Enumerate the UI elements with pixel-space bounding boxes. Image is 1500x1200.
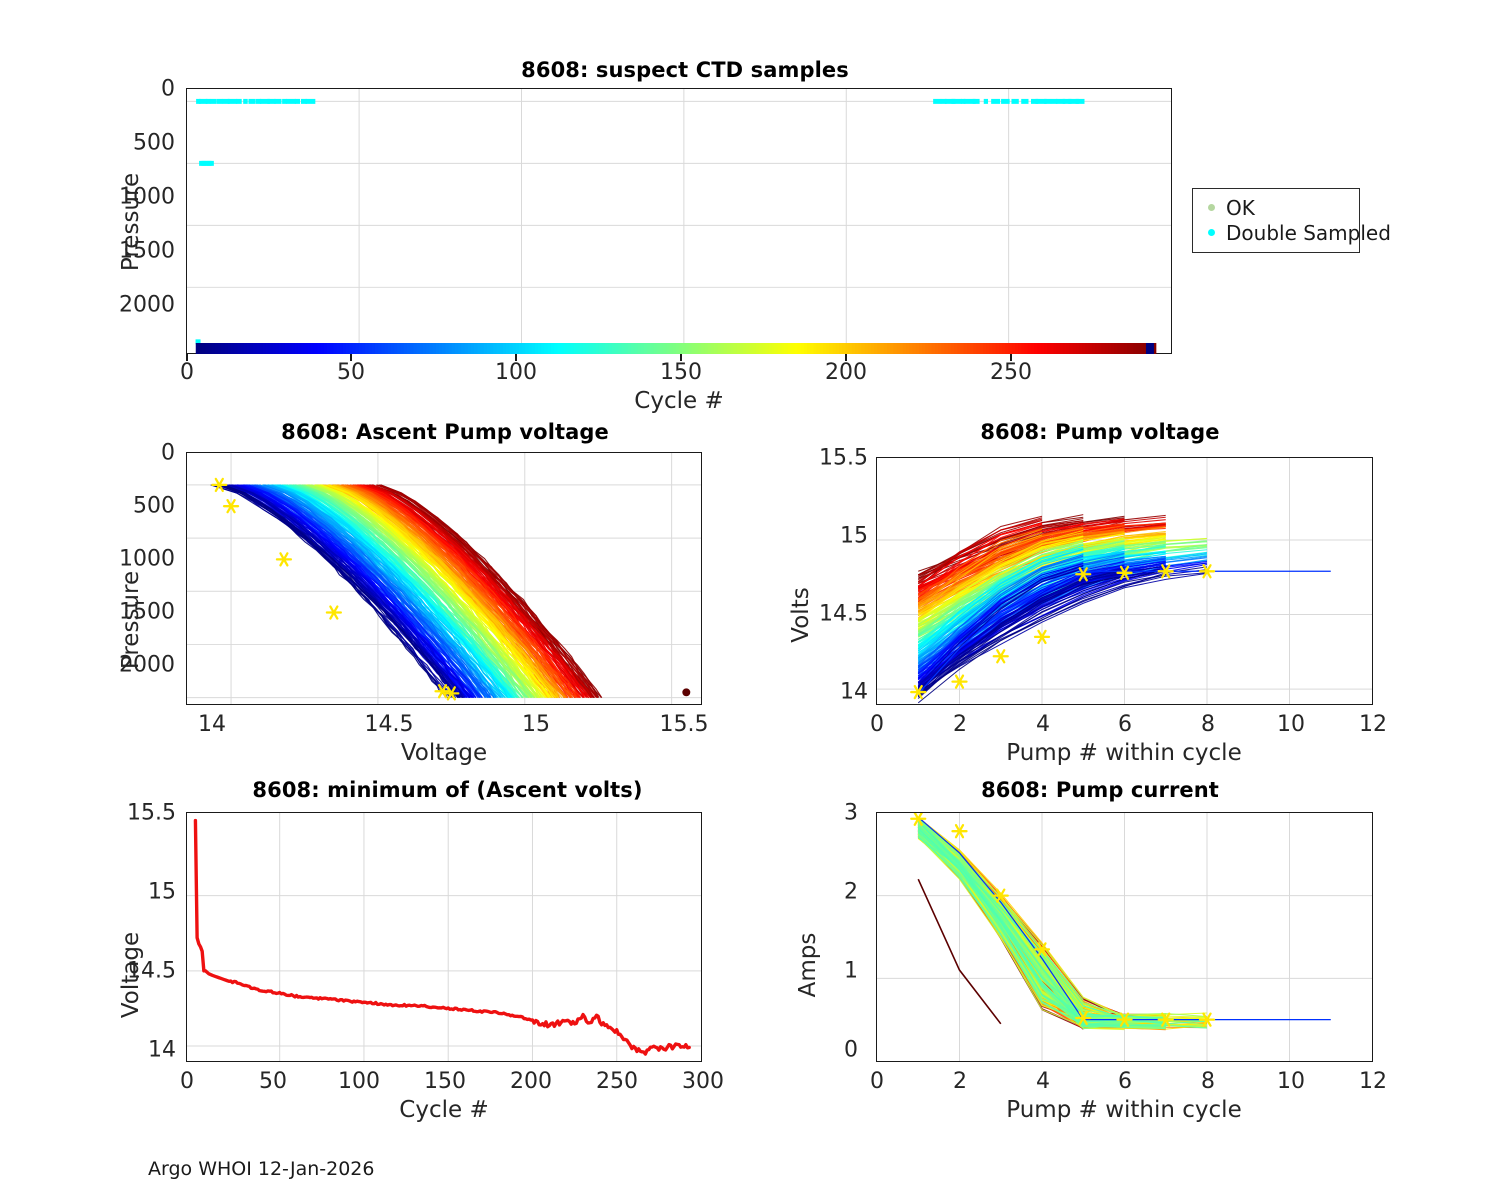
- suspect-xtick-0: 0: [180, 360, 194, 385]
- pumpv-xtick-10: 10: [1277, 712, 1305, 737]
- minv-ytick-15: 15: [148, 879, 176, 905]
- pump-voltage-profile-lines: [917, 514, 1331, 704]
- pump-current-x-axis-label: Pump # within cycle: [1006, 1097, 1242, 1123]
- minv-ytick-15p5: 15.5: [127, 800, 176, 826]
- pumpv-xtick-12: 12: [1359, 712, 1387, 737]
- pumpc-ytick-0: 0: [844, 1037, 858, 1063]
- pumpc-ytick-3: 3: [844, 800, 858, 826]
- pump-current-plot: [876, 812, 1373, 1062]
- ascent-xtick-15: 15: [522, 712, 550, 737]
- ascent-plot-canvas: [187, 453, 701, 704]
- pumpc-xtick-0: 0: [870, 1069, 884, 1094]
- min-volts-x-axis-label: Cycle #: [399, 1097, 489, 1123]
- pump-voltage-latest-cycle-markers: [910, 564, 1216, 700]
- figure-footer: Argo WHOI 12-Jan-2026: [148, 1158, 375, 1180]
- pump-current-latest-cycle-markers: [910, 813, 1216, 1027]
- ascent-latest-cycle-markers: [211, 477, 460, 701]
- minv-xtick-300: 300: [682, 1069, 724, 1094]
- pumpc-ytick-1: 1: [844, 958, 858, 984]
- minv-xtick-0: 0: [180, 1069, 194, 1094]
- suspect-ytick-0: 0: [161, 76, 175, 102]
- suspect-ytick-1000: 1000: [119, 184, 175, 210]
- ascent-xtick-14p5: 14.5: [364, 712, 414, 737]
- pumpc-xtick-4: 4: [1036, 1069, 1050, 1094]
- pump-current-title: 8608: Pump current: [981, 778, 1219, 802]
- suspect-xtick-mark-100: [515, 354, 517, 361]
- suspect-xtick-mark-150: [680, 354, 682, 361]
- ascent-xtick-15p5: 15.5: [659, 712, 709, 737]
- min-ascent-volts-plot: [186, 812, 702, 1062]
- ascent-ytick-1500: 1500: [119, 599, 175, 625]
- suspect-xtick-mark-250: [1010, 354, 1012, 361]
- ascent-x-axis-label: Voltage: [400, 740, 488, 766]
- pumpv-ytick-15: 15: [840, 523, 868, 549]
- legend-item-ok: OK: [1202, 195, 1347, 220]
- pump-voltage-title: 8608: Pump voltage: [980, 420, 1220, 444]
- pump-voltage-canvas: [877, 458, 1372, 704]
- suspect-xtick-mark-50: [350, 354, 352, 361]
- minv-xtick-200: 200: [510, 1069, 552, 1094]
- suspect-ytick-500: 500: [133, 130, 175, 156]
- pump-current-canvas: [877, 813, 1372, 1061]
- ascent-profile-lines: [210, 484, 691, 699]
- legend-swatch-double-sampled: [1208, 229, 1215, 236]
- pumpc-xtick-6: 6: [1118, 1069, 1132, 1094]
- suspect-xtick-150: 150: [660, 360, 702, 385]
- suspect-ytick-1500: 1500: [119, 238, 175, 264]
- pumpc-xtick-10: 10: [1277, 1069, 1305, 1094]
- suspect-xtick-mark-0: [186, 354, 188, 361]
- legend-swatch-ok: [1208, 204, 1215, 211]
- suspect-ytick-2000: 2000: [119, 292, 175, 318]
- pumpv-xtick-4: 4: [1036, 712, 1050, 737]
- min-volts-gridlines: [187, 813, 701, 1061]
- minv-xtick-50: 50: [259, 1069, 287, 1094]
- suspect-x-axis-label: Cycle #: [634, 388, 724, 414]
- ascent-ytick-500: 500: [133, 493, 175, 519]
- legend-item-double-sampled: Double Sampled: [1202, 220, 1391, 245]
- ascent-ytick-1000: 1000: [119, 546, 175, 572]
- ascent-pump-voltage-title: 8608: Ascent Pump voltage: [281, 420, 609, 444]
- min-ascent-volts-title: 8608: minimum of (Ascent volts): [252, 778, 643, 802]
- legend-label-double-sampled: Double Sampled: [1226, 220, 1391, 245]
- pumpv-xtick-6: 6: [1118, 712, 1132, 737]
- pumpv-xtick-0: 0: [870, 712, 884, 737]
- suspect-panel-title: 8608: suspect CTD samples: [521, 58, 849, 82]
- pumpc-xtick-2: 2: [953, 1069, 967, 1094]
- minv-xtick-150: 150: [424, 1069, 466, 1094]
- suspect-xtick-250: 250: [990, 360, 1032, 385]
- legend-label-ok: OK: [1226, 195, 1255, 220]
- ascent-ytick-2000: 2000: [119, 652, 175, 678]
- suspect-xtick-100: 100: [495, 360, 537, 385]
- minv-ytick-14: 14: [148, 1037, 176, 1063]
- ascent-ytick-0: 0: [161, 440, 175, 466]
- suspect-xtick-mark-200: [845, 354, 847, 361]
- cycle-colorbar-canvas: [195, 343, 1157, 354]
- pump-voltage-x-axis-label: Pump # within cycle: [1006, 740, 1242, 766]
- suspect-xtick-50: 50: [337, 360, 365, 385]
- legend: OK Double Sampled: [1192, 188, 1391, 253]
- pumpv-ytick-14p5: 14.5: [819, 601, 868, 627]
- minv-xtick-100: 100: [338, 1069, 380, 1094]
- cycle-colorbar: [186, 343, 1172, 354]
- pump-voltage-plot: [876, 457, 1373, 705]
- ascent-pump-voltage-plot: [186, 452, 702, 705]
- pumpc-xtick-12: 12: [1359, 1069, 1387, 1094]
- suspect-gridlines: [187, 89, 1171, 353]
- suspect-ctd-plot: [186, 88, 1172, 354]
- pumpc-ytick-2: 2: [844, 879, 858, 905]
- pumpv-xtick-8: 8: [1201, 712, 1215, 737]
- suspect-plot-canvas: [187, 89, 1171, 353]
- min-volts-trace: [193, 818, 691, 1056]
- pumpv-ytick-15p5: 15.5: [819, 445, 868, 471]
- pumpv-xtick-2: 2: [953, 712, 967, 737]
- pumpc-xtick-8: 8: [1201, 1069, 1215, 1094]
- pumpv-ytick-14: 14: [840, 679, 868, 705]
- suspect-double-sampled-points: [195, 98, 1085, 345]
- minv-xtick-250: 250: [596, 1069, 638, 1094]
- minv-ytick-14p5: 14.5: [127, 958, 176, 984]
- ascent-xtick-14: 14: [198, 712, 226, 737]
- suspect-xtick-200: 200: [825, 360, 867, 385]
- min-ascent-volts-canvas: [187, 813, 701, 1061]
